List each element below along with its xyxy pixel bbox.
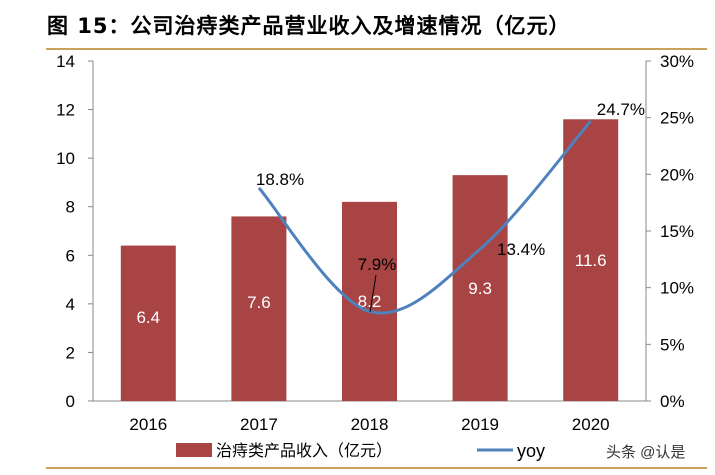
right-tick-label: 5% — [660, 335, 685, 354]
label-leader-line — [369, 274, 377, 313]
legend-label-line: yoy — [517, 441, 545, 461]
left-tick-label: 4 — [66, 295, 75, 314]
x-tick-label: 2016 — [129, 415, 167, 434]
right-tick-label: 20% — [660, 165, 694, 184]
bar-value-label: 8.2 — [358, 292, 382, 311]
x-tick-label: 2019 — [461, 415, 499, 434]
right-tick-label: 15% — [660, 222, 694, 241]
watermark: 头条 @认是 — [606, 444, 685, 461]
right-tick-label: 0% — [660, 392, 685, 411]
right-tick-label: 25% — [660, 109, 694, 128]
legend-label-bar: 治痔类产品收入（亿元） — [216, 442, 392, 460]
bar-2017 — [231, 216, 287, 401]
left-tick-label: 2 — [66, 343, 75, 362]
bar-value-label: 9.3 — [468, 279, 492, 298]
yoy-value-label: 18.8% — [256, 170, 304, 189]
right-tick-label: 10% — [660, 279, 694, 298]
yoy-value-label: 7.9% — [358, 255, 397, 274]
x-tick-label: 2020 — [572, 415, 610, 434]
left-tick-label: 12 — [56, 101, 75, 120]
left-tick-label: 10 — [56, 149, 75, 168]
left-tick-label: 0 — [66, 392, 75, 411]
bar-2016 — [120, 245, 176, 401]
yoy-line — [257, 120, 592, 315]
x-tick-label: 2017 — [240, 415, 278, 434]
bar-2019 — [452, 175, 508, 401]
x-tick-label: 2018 — [351, 415, 389, 434]
right-tick-label: 30% — [660, 52, 694, 71]
left-tick-label: 8 — [66, 198, 75, 217]
left-tick-label: 14 — [56, 52, 75, 71]
left-tick-label: 6 — [66, 246, 75, 265]
chart-title: 图 15：公司治痔类产品营业收入及增速情况（亿元） — [47, 14, 571, 38]
bar-2020 — [563, 119, 619, 402]
bar-value-label: 7.6 — [247, 293, 271, 312]
yoy-value-label: 24.7% — [597, 100, 645, 119]
legend-swatch-bar — [176, 443, 212, 457]
bar-value-label: 6.4 — [136, 308, 160, 327]
bar-value-label: 11.6 — [575, 251, 607, 270]
yoy-value-label: 13.4% — [497, 240, 545, 259]
